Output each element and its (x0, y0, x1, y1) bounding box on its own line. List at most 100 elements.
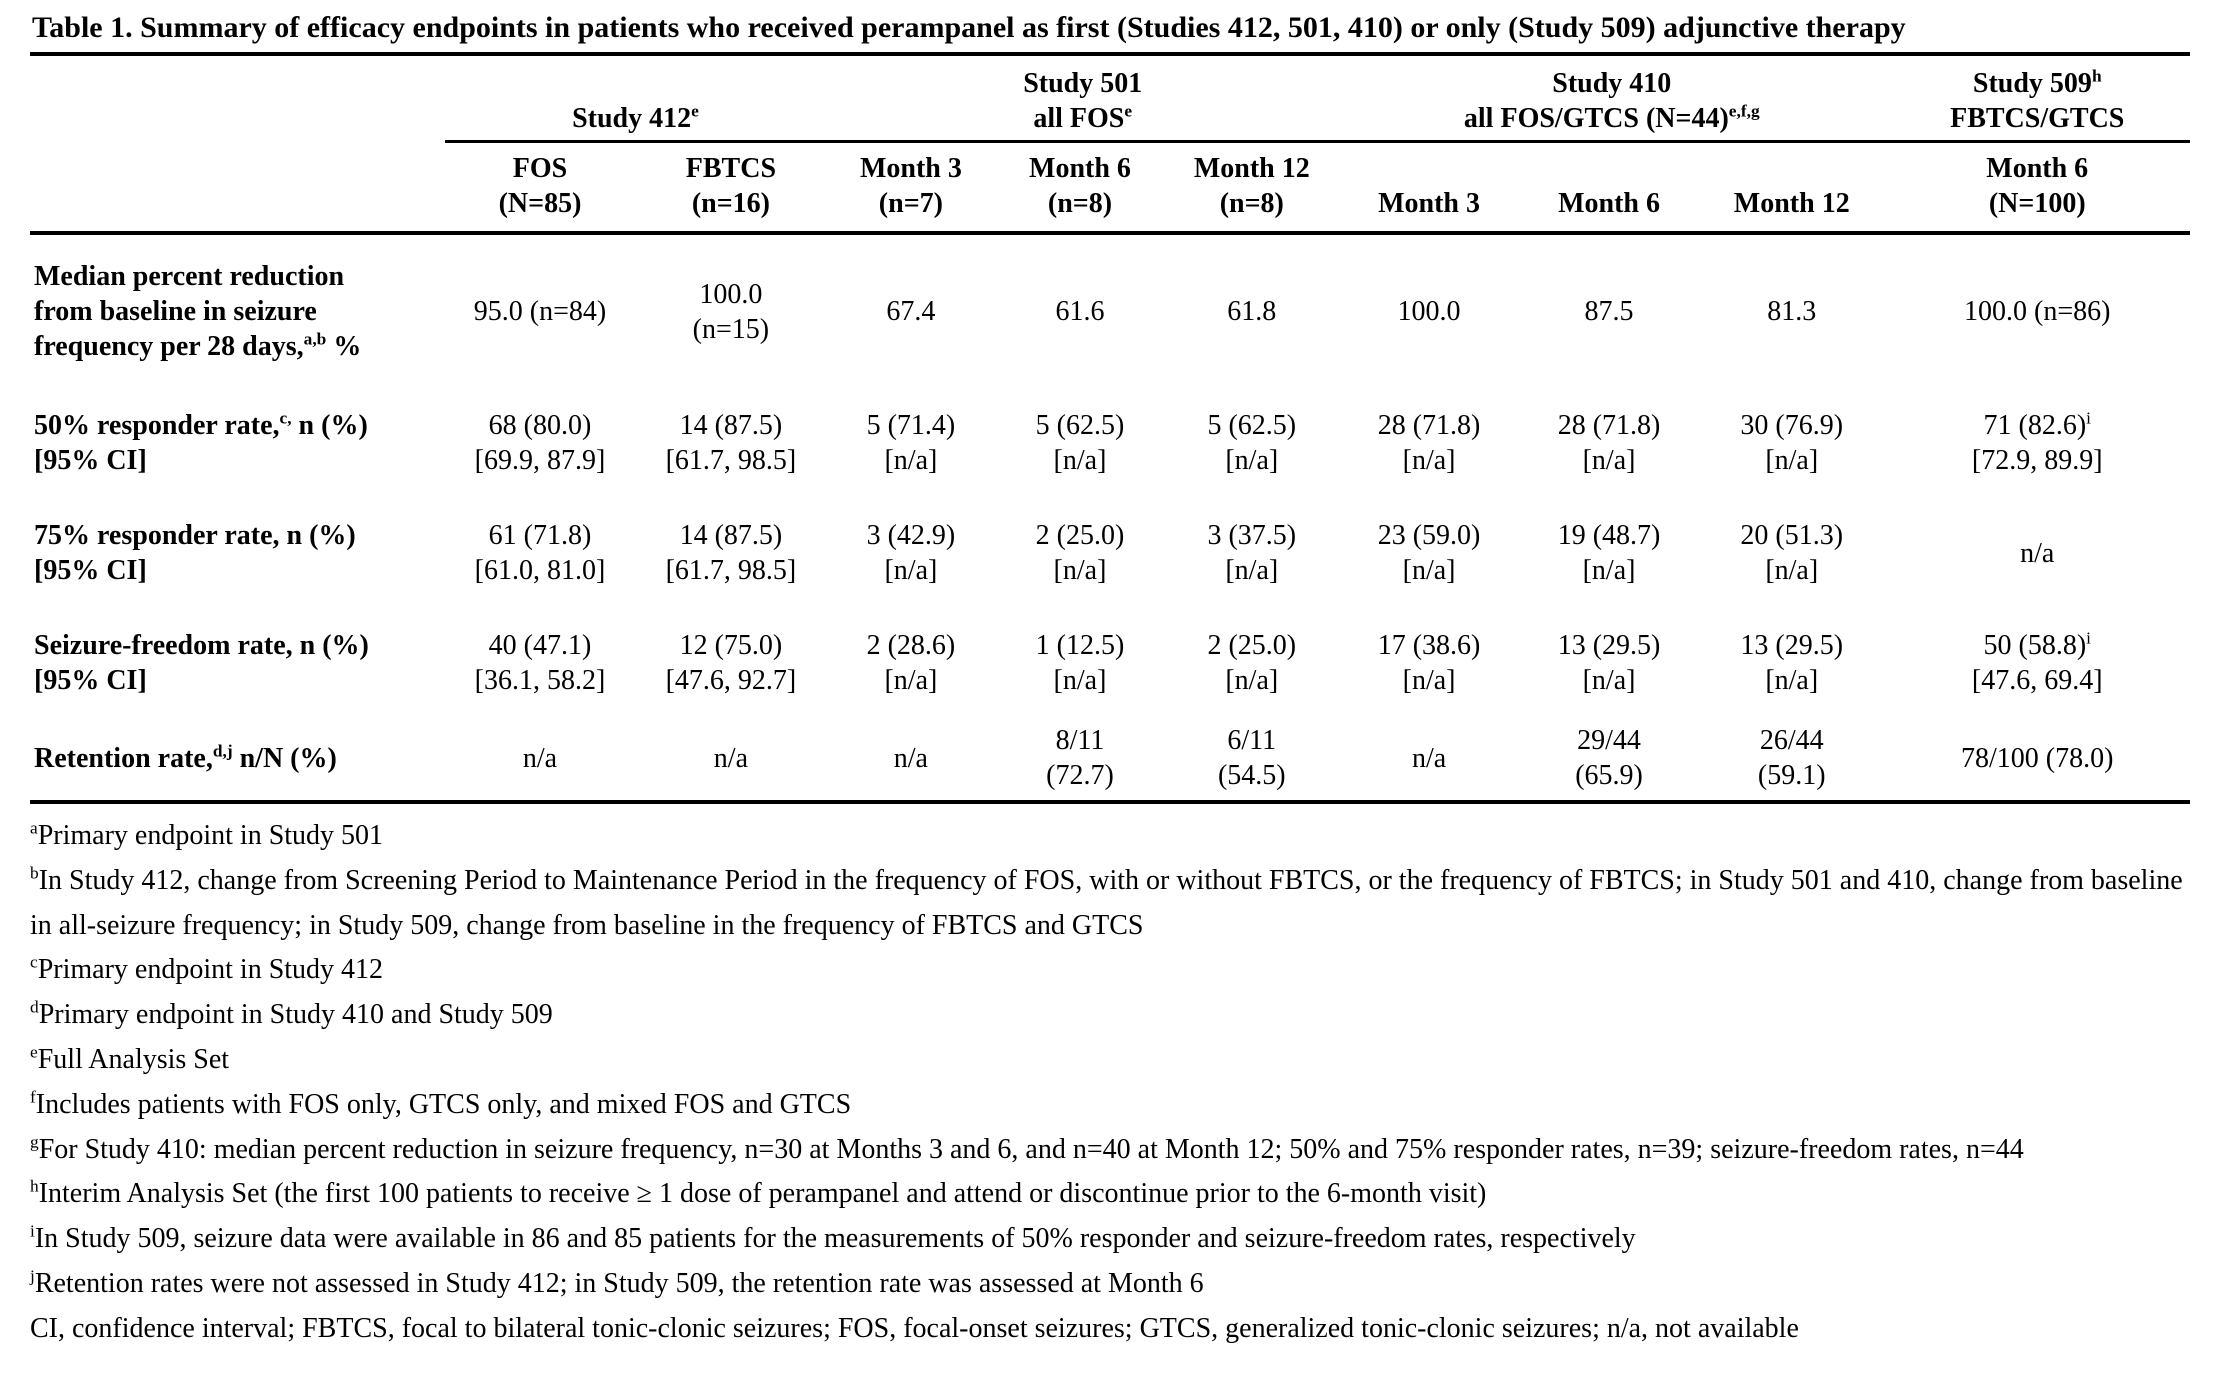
col-header-410-month12: Month 12 (1699, 141, 1885, 235)
footnote-marker: e (691, 101, 699, 121)
table-row-median-reduction: Median percent reduction from baseline i… (30, 233, 2190, 388)
table-cell: 13 (29.5) [n/a] (1740, 630, 1844, 696)
group-label-line2: FBTCS/GTCS (1950, 103, 2125, 134)
table-cell: 78/100 (78.0) (1961, 742, 2114, 774)
table-cell: 13 (29.5) [n/a] (1557, 630, 1661, 696)
table-cell: 3 (42.9) [n/a] (866, 520, 956, 586)
group-label: Study 410 all FOS/GTCS (N=44) (1463, 68, 1729, 134)
study-group-header-row: Study 412e Study 501 all FOSe Study 410 … (30, 56, 2190, 143)
footnote-marker: f (30, 1087, 36, 1107)
group-label: Study 412 (572, 103, 692, 134)
empty-corner-cell (30, 141, 445, 235)
footnote-marker: e (30, 1042, 38, 1062)
table-cell: n/a (893, 742, 928, 774)
footnote-marker: c (30, 953, 38, 973)
table-cell: n/a (522, 742, 558, 774)
table-cell: 5 (62.5) [n/a] (1035, 410, 1125, 476)
table-cell: 2 (28.6) [n/a] (866, 630, 956, 696)
footnote-marker: d (30, 997, 39, 1017)
footnote: aPrimary endpoint in Study 501 (30, 818, 384, 851)
table-cell: 81.3 (1767, 296, 1817, 327)
table-cell: 3 (37.5) [n/a] (1207, 520, 1297, 586)
table-row-seizure-freedom: Seizure-freedom rate, n (%) [95% CI] 40 … (30, 608, 2190, 718)
row-label: Seizure-freedom rate, n (%) [95% CI] (34, 630, 369, 696)
table-cell: 71 (82.6)i [72.9, 89.9] (1971, 408, 2103, 476)
table-cell: 5 (71.4) [n/a] (866, 410, 956, 476)
col-header-fbtcs: FBTCS (n=16) (635, 141, 827, 235)
col-header-410-month6: Month 6 (1519, 141, 1700, 235)
table-cell: 50 (58.8)i [47.6, 69.4] (1971, 628, 2103, 696)
footnote-marker: a,b (303, 329, 327, 349)
footnote-marker: i (30, 1221, 35, 1241)
footnote: hInterim Analysis Set (the first 100 pat… (30, 1177, 1487, 1210)
col-header-501-month6: Month 6 (n=8) (995, 141, 1165, 235)
footnote: bIn Study 412, change from Screening Per… (30, 863, 2183, 941)
table-cell: 6/11 (54.5) (1217, 725, 1286, 791)
row-label: Retention rate,d,j n/N (%) (34, 741, 337, 774)
footnote: eFull Analysis Set (30, 1042, 230, 1075)
empty-corner-cell (30, 56, 445, 142)
table-cell: 100.0 (n=15) (692, 278, 770, 345)
row-label: Median percent reduction from baseline i… (34, 261, 362, 362)
table-cell: 40 (47.1) [36.1, 58.2] (474, 630, 606, 696)
table-cell: 2 (25.0) [n/a] (1035, 520, 1125, 586)
footnote-marker: h (2091, 66, 2102, 86)
footnote: dPrimary endpoint in Study 410 and Study… (30, 997, 553, 1031)
table-cell: 68 (80.0) [69.9, 87.9] (474, 410, 606, 476)
footnote-marker: j (30, 1266, 35, 1286)
efficacy-table: Study 412e Study 501 all FOSe Study 410 … (30, 56, 2190, 804)
table-cell: 61.8 (1227, 296, 1277, 327)
footnote-marker: e,f,g (1728, 101, 1760, 121)
footnote-marker: h (30, 1177, 39, 1197)
table-cell: 20 (51.3) [n/a] (1740, 520, 1844, 586)
footnote: gFor Study 410: median percent reduction… (30, 1132, 2024, 1165)
table-cell: 26/44 (59.1) (1757, 725, 1826, 791)
table-cell: 100.0 (1397, 296, 1461, 327)
table-cell: 100.0 (n=86) (1964, 296, 2111, 327)
table-cell: 1 (12.5) [n/a] (1035, 630, 1125, 696)
table-cell: 95.0 (n=84) (473, 296, 607, 327)
table-cell: 28 (71.8) [n/a] (1377, 410, 1481, 476)
table-row-retention-rate: Retention rate,d,j n/N (%) n/a n/a n/a 8… (30, 718, 2190, 802)
table-cell: 14 (87.5) [61.7, 98.5] (665, 520, 797, 586)
footnote: iIn Study 509, seizure data were availab… (30, 1221, 1636, 1255)
group-study-509: Study 509h FBTCS/GTCS (1884, 56, 2190, 143)
group-label: Study 501 all FOS (1023, 68, 1143, 134)
table-cell: n/a (713, 742, 749, 774)
table-cell: 14 (87.5) [61.7, 98.5] (665, 410, 797, 476)
table-cell: 67.4 (886, 296, 936, 327)
table-cell: 5 (62.5) [n/a] (1207, 410, 1297, 476)
footnote: fIncludes patients with FOS only, GTCS o… (30, 1087, 852, 1120)
table-cell: n/a (2020, 537, 2055, 569)
row-label: 75% responder rate, n (%) [95% CI] (34, 520, 356, 586)
footnotes-section: aPrimary endpoint in Study 501 bIn Study… (30, 814, 2190, 1352)
col-header-501-month12: Month 12 (n=8) (1164, 141, 1340, 235)
table-cell: 30 (76.9) [n/a] (1740, 410, 1844, 476)
col-header-410-month3: Month 3 (1339, 141, 1520, 235)
table-row-50pct-responder: 50% responder rate,c, n (%) [95% CI] 68 … (30, 388, 2190, 498)
table-cell: 61.6 (1055, 296, 1105, 327)
column-header-row: FOS (N=85) FBTCS (n=16) Month 3 (n=7) Mo… (30, 141, 2190, 235)
table-cell: 28 (71.8) [n/a] (1557, 410, 1661, 476)
table-title: Table 1. Summary of efficacy endpoints i… (30, 6, 2190, 56)
table-cell: 61 (71.8) [61.0, 81.0] (474, 520, 606, 586)
footnote-marker: e (1124, 101, 1133, 121)
table-cell: 23 (59.0) [n/a] (1377, 520, 1481, 586)
footnote: jRetention rates were not assessed in St… (30, 1266, 1204, 1299)
footnote-marker: c, (279, 408, 292, 428)
table-cell: 12 (75.0) [47.6, 92.7] (665, 630, 797, 696)
abbreviations-line: CI, confidence interval; FBTCS, focal to… (30, 1312, 1799, 1344)
footnote-marker: b (30, 863, 39, 883)
footnote-marker: a (30, 818, 38, 838)
footnote-marker: d,j (212, 741, 233, 761)
group-study-501: Study 501 all FOSe (826, 56, 1340, 143)
group-study-412: Study 412e (444, 56, 827, 143)
footnote-marker: g (30, 1132, 39, 1152)
table-cell: 19 (48.7) [n/a] (1557, 520, 1661, 586)
col-header-509-month6: Month 6 (N=100) (1884, 141, 2190, 235)
table-cell: 17 (38.6) [n/a] (1377, 630, 1481, 696)
group-study-410: Study 410 all FOS/GTCS (N=44)e,f,g (1339, 56, 1885, 143)
footnote: cPrimary endpoint in Study 412 (30, 953, 384, 986)
group-label: Study 509 (1972, 68, 2092, 99)
col-header-501-month3: Month 3 (n=7) (826, 141, 996, 235)
